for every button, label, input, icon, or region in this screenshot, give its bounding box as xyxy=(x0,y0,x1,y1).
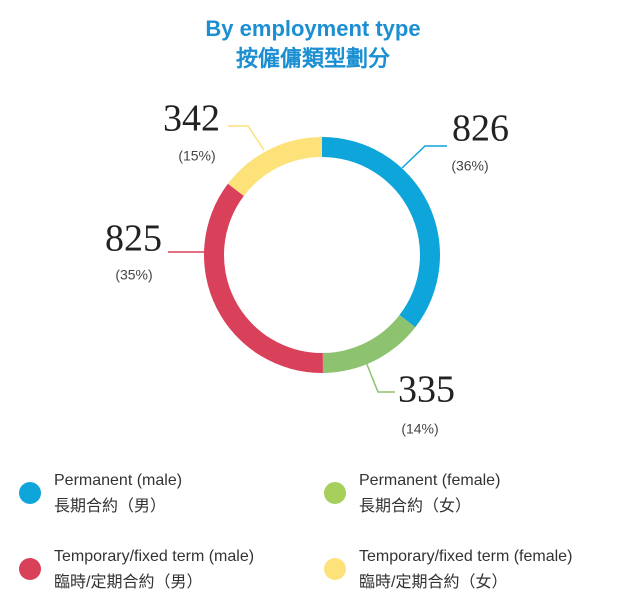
value-label: 342 xyxy=(163,98,220,140)
chart-title: By employment type xyxy=(205,16,420,41)
value-label: 825 xyxy=(105,218,162,260)
legend-label-zh: 長期合約（女） xyxy=(359,496,471,515)
legend-swatch xyxy=(324,558,346,580)
legend-label-zh: 臨時/定期合約（女） xyxy=(359,572,507,591)
leader-line xyxy=(228,125,265,151)
donut-segment xyxy=(204,183,323,373)
legend-label-zh: 長期合約（男） xyxy=(54,497,166,515)
leader-line xyxy=(359,346,395,393)
percent-label: (35%) xyxy=(115,267,152,283)
legend-label: Permanent (male) xyxy=(54,472,182,489)
value-label: 826 xyxy=(452,108,509,150)
donut-segment xyxy=(322,314,416,373)
chart-subtitle: 按僱傭類型劃分 xyxy=(236,46,390,71)
donut-segment xyxy=(322,137,440,328)
legend-swatch xyxy=(19,482,41,504)
legend-swatch xyxy=(19,558,41,580)
value-label: 335 xyxy=(398,369,455,411)
legend-label: Permanent (female) xyxy=(359,472,500,489)
legend-label: Temporary/fixed term (male) xyxy=(54,548,254,565)
percent-label: (15%) xyxy=(178,148,215,164)
leader-line xyxy=(401,145,447,169)
donut-segment xyxy=(227,137,322,196)
percent-label: (36%) xyxy=(451,158,488,174)
legend-swatch xyxy=(324,482,346,504)
legend-label-zh: 臨時/定期合約（男） xyxy=(54,573,202,591)
legend-label: Temporary/fixed term (female) xyxy=(359,548,572,565)
percent-label: (14%) xyxy=(401,421,438,437)
